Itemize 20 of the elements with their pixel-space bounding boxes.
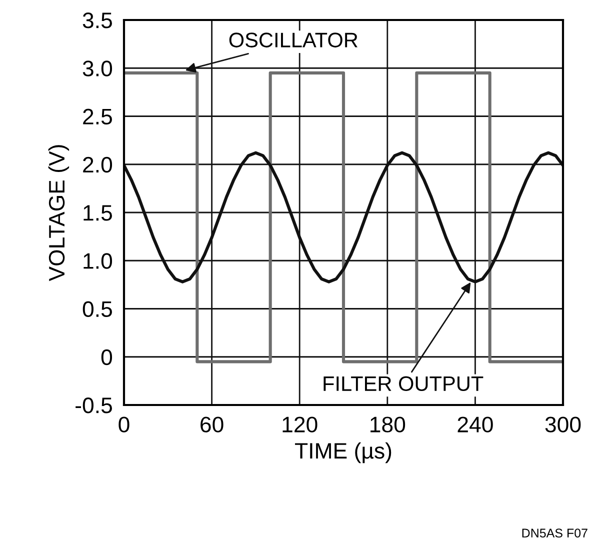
x-tick-label: 60: [200, 416, 224, 432]
x-tick-label: 240: [458, 416, 493, 432]
y-tick-label: 3.5: [82, 12, 112, 28]
y-tick-label: 0: [101, 349, 112, 366]
y-axis-title: VOLTAGE (V): [48, 145, 70, 282]
y-tick-label: 0.5: [82, 301, 112, 318]
y-tick-label: 1.5: [84, 205, 112, 221]
x-tick-label: 180: [370, 416, 406, 432]
annotation: OSCILLATOR: [229, 32, 358, 48]
x-axis-title: TIME (µs): [295, 442, 392, 464]
annotation: FILTER OUTPUT: [324, 376, 484, 392]
x-tick-label: 120: [282, 416, 318, 432]
x-tick-label: 0: [118, 416, 130, 432]
text: DN5AS F07: [522, 528, 588, 538]
y-tick-label: 2.5: [83, 108, 112, 125]
y-tick-label: -0.5: [76, 398, 112, 414]
x-tick-label: 300: [545, 416, 581, 432]
y-tick-label: 1.0: [84, 253, 112, 269]
y-tick-label: 2.0: [83, 156, 112, 173]
y-tick-label: 3.0: [82, 60, 112, 76]
